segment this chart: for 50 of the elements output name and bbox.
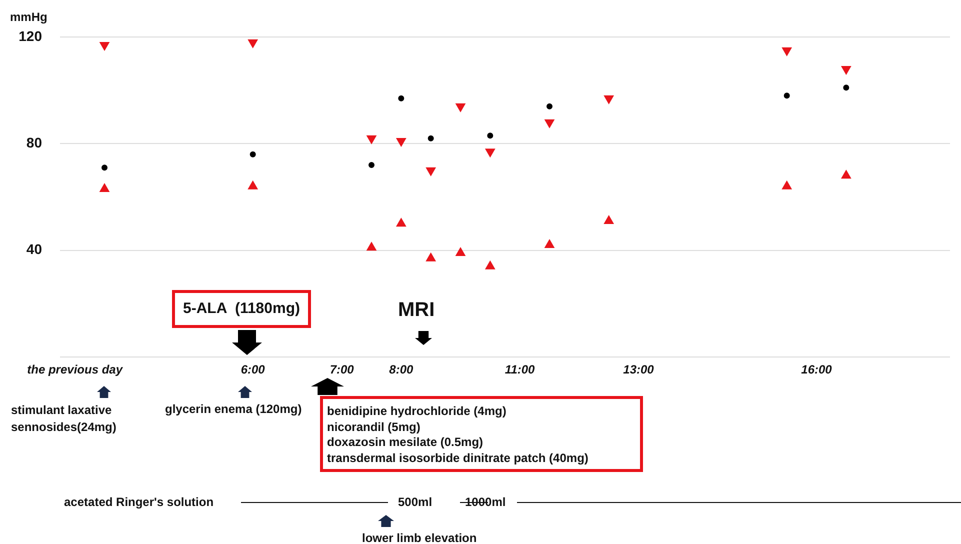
point bbox=[248, 180, 258, 190]
point bbox=[841, 66, 851, 74]
point bbox=[428, 135, 434, 142]
point bbox=[366, 135, 376, 144]
point bbox=[456, 103, 466, 112]
text: lower limb elevation bbox=[362, 531, 477, 544]
x-tick-label: 11:00 bbox=[504, 362, 536, 377]
point bbox=[487, 132, 494, 139]
point bbox=[102, 164, 108, 171]
x-tick-label: 7:00 bbox=[330, 362, 354, 377]
point bbox=[426, 167, 436, 176]
point bbox=[544, 240, 554, 248]
point bbox=[604, 216, 614, 224]
point bbox=[396, 138, 406, 146]
point bbox=[426, 252, 436, 262]
text: 500ml bbox=[398, 495, 432, 510]
point bbox=[841, 170, 851, 179]
point bbox=[485, 260, 495, 270]
y-tick-label: 120 bbox=[18, 28, 42, 44]
y-tick-label: 40 bbox=[26, 241, 42, 258]
x-tick-label: 8:00 bbox=[389, 362, 414, 377]
x-tick-label: the previous day bbox=[27, 362, 124, 377]
point bbox=[544, 119, 554, 128]
text: stimulant laxative sennosides(24mg) bbox=[11, 402, 116, 436]
text: benidipine hydrochloride (4mg) nicorandil (5mg) doxazosin mesilate (0.5mg) transdermal isosorbide dinitrate patch (40mg) bbox=[320, 396, 643, 472]
point bbox=[604, 95, 614, 104]
point bbox=[100, 42, 110, 50]
point bbox=[485, 148, 495, 158]
point bbox=[546, 103, 552, 110]
point bbox=[396, 218, 406, 227]
annotation: MRI bbox=[398, 299, 435, 321]
y-tick-label: 80 bbox=[26, 134, 42, 151]
y-axis-title: mmHg bbox=[10, 10, 48, 25]
point bbox=[250, 151, 256, 158]
point bbox=[368, 162, 374, 168]
point bbox=[782, 47, 792, 56]
annotation: 5-ALA (1180mg) bbox=[172, 290, 311, 328]
point bbox=[248, 39, 258, 48]
point bbox=[782, 180, 792, 190]
point bbox=[398, 95, 404, 102]
point bbox=[456, 248, 466, 256]
text: glycerin enema (120mg) bbox=[165, 402, 302, 417]
x-tick-label: 13:00 bbox=[623, 362, 654, 377]
point bbox=[784, 92, 790, 99]
point bbox=[100, 184, 110, 192]
x-tick-label: 16:00 bbox=[801, 362, 832, 377]
point bbox=[366, 242, 376, 251]
x-tick-label: 6:00 bbox=[240, 362, 266, 377]
point bbox=[843, 84, 850, 91]
text: acetated Ringer's solution bbox=[64, 495, 214, 510]
